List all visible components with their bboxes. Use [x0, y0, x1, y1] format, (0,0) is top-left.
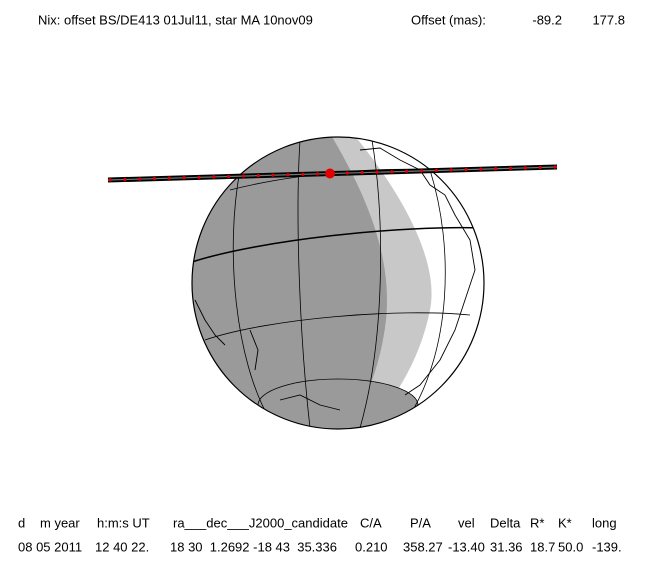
- column-header: R*: [530, 515, 544, 530]
- column-header: K*: [558, 515, 572, 530]
- column-header: Delta: [490, 515, 521, 530]
- track-dot: [256, 174, 260, 178]
- track-dot: [419, 169, 424, 173]
- title: Nix: offset BS/DE413 01Jul11, star MA 10…: [38, 12, 313, 27]
- track-dot: [286, 173, 290, 177]
- column-header: d: [18, 515, 25, 530]
- track-dot: [212, 175, 216, 179]
- coastlines: [194, 147, 476, 411]
- track-dot: [301, 172, 305, 176]
- cell: 358.27: [403, 539, 443, 554]
- cell: 0.210: [355, 539, 388, 554]
- track-dot: [375, 170, 379, 174]
- event-table: d m year h:m:s UT ra___dec___J2000_candidat…: [18, 515, 622, 554]
- track-dot: [182, 176, 186, 180]
- column-header: long: [592, 515, 617, 530]
- offset-x: -89.2: [532, 12, 562, 27]
- offset-y: 177.8: [592, 12, 625, 27]
- track-dot: [152, 177, 157, 181]
- track-dot: [508, 166, 513, 170]
- column-header: P/A: [410, 515, 431, 530]
- track-dot: [494, 167, 498, 171]
- track-dot: [360, 170, 364, 175]
- cell: 50.0: [558, 539, 583, 554]
- track-dot: [316, 172, 320, 176]
- track-dot: [241, 174, 246, 178]
- track-dot: [464, 167, 468, 172]
- track-dot: [108, 178, 112, 182]
- cell: 18.7: [530, 539, 555, 554]
- polar-cap: [257, 378, 419, 429]
- column-header: h:m:s UT: [97, 515, 150, 530]
- track-dot: [390, 170, 394, 174]
- track-dot: [405, 169, 409, 173]
- globe: [191, 136, 485, 430]
- track-dot: [523, 166, 527, 170]
- cell: 12 40 22.: [95, 539, 149, 554]
- track-dot: [197, 175, 201, 179]
- track-dot: [479, 167, 483, 171]
- column-header: m year: [40, 515, 80, 530]
- track-dot: [227, 174, 231, 179]
- cell: 31.36: [490, 539, 523, 554]
- column-header: vel: [458, 515, 475, 530]
- track-dot: [553, 165, 557, 169]
- track-dot: [123, 177, 127, 182]
- track-dot: [449, 168, 453, 172]
- track-dot: [271, 173, 275, 177]
- night-zone: [192, 137, 387, 429]
- cell: 08 05 2011: [18, 539, 82, 554]
- cell: -139.: [592, 539, 622, 554]
- track-dot: [167, 176, 171, 180]
- column-header: ra___dec___J2000_candidate: [173, 515, 348, 530]
- track-dot: [138, 177, 142, 181]
- track-dot: [345, 171, 349, 175]
- shadow-track: [107, 164, 558, 183]
- track-dot: [434, 168, 438, 173]
- cell: 18 30 1.2692 -18 43 35.336: [170, 539, 337, 554]
- star-center-point: [325, 168, 335, 179]
- offset-label: Offset (mas):: [411, 12, 486, 27]
- track-dot: [538, 165, 542, 170]
- cell: -13.40: [448, 539, 485, 554]
- column-header: C/A: [360, 515, 382, 530]
